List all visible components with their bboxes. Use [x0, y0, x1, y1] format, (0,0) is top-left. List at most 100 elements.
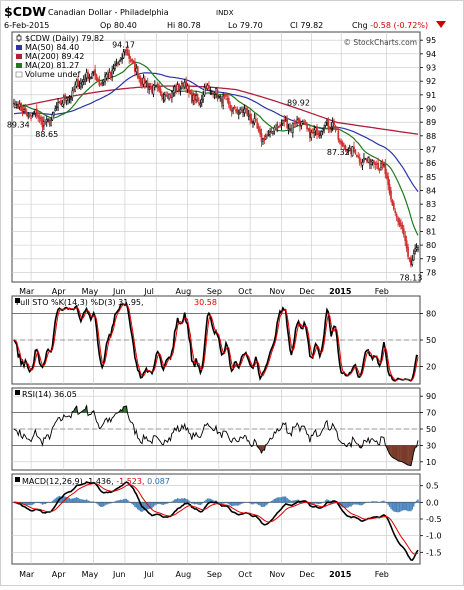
candle-body: [343, 145, 344, 146]
macd-histogram-bar: [178, 499, 179, 503]
candle-body: [66, 98, 67, 100]
candle-body: [156, 86, 157, 87]
macd-histogram-bar: [239, 502, 240, 504]
candle-body: [288, 129, 289, 130]
candle-body: [80, 83, 81, 87]
candle-body: [399, 220, 400, 224]
macd-histogram-bar: [130, 502, 131, 503]
candle-body: [15, 104, 16, 105]
price-y-tick-label: 88: [426, 132, 436, 141]
candle-body: [23, 110, 24, 111]
macd-histogram-bar: [160, 502, 161, 504]
candle-body: [122, 59, 123, 60]
macd-histogram-bar: [264, 502, 265, 506]
macd-histogram-bar: [267, 502, 268, 504]
candle-body: [104, 76, 105, 82]
macd-histogram-bar: [131, 502, 132, 504]
legend-swatch-icon: [15, 390, 20, 395]
candle-body: [25, 109, 26, 112]
candle-body: [43, 122, 44, 126]
macd-histogram-bar: [117, 500, 118, 502]
x-tick-label-bottom: Mar: [19, 570, 35, 579]
candle-body: [164, 95, 165, 100]
macd-histogram-bar: [403, 502, 404, 510]
candle-body: [258, 127, 259, 131]
candle-body: [329, 127, 330, 128]
x-tick-label-bottom: 2015: [329, 570, 352, 579]
macd-histogram-bar: [166, 502, 167, 503]
macd-histogram-bar: [352, 502, 353, 505]
macd-histogram-bar: [119, 500, 120, 502]
macd-histogram-bar: [313, 502, 314, 504]
macd-histogram-bar: [268, 502, 269, 503]
candle-body: [326, 120, 327, 122]
candle-body: [83, 80, 84, 82]
macd-histogram-bar: [193, 502, 194, 503]
macd-histogram-bar: [83, 500, 84, 503]
macd-histogram-bar: [350, 502, 351, 506]
candle-body: [153, 85, 154, 94]
candle-body: [203, 95, 204, 99]
macd-histogram-bar: [228, 502, 229, 504]
candle-body: [338, 131, 339, 139]
candle-body: [215, 89, 216, 94]
macd-histogram-bar: [393, 502, 394, 511]
price-annotation: 89.34: [7, 121, 30, 130]
x-tick-label-bottom: Nov: [269, 570, 285, 579]
macd-histogram-bar: [37, 502, 38, 503]
legend-swatch-icon: [16, 63, 22, 68]
candle-body: [405, 236, 406, 241]
candle-body: [48, 120, 49, 121]
candle-body: [312, 133, 313, 134]
security-name: Canadian Dollar - Philadelphia: [48, 8, 169, 17]
macd-histogram-bar: [114, 501, 115, 502]
candle-body: [218, 96, 219, 97]
macd-histogram-bar: [120, 500, 121, 503]
candle-body: [103, 80, 104, 82]
macd-histogram-bar: [400, 502, 401, 511]
x-tick-label-bottom: Feb: [375, 570, 389, 579]
candle-body: [315, 128, 316, 131]
x-tick-label-bottom: Jun: [112, 570, 126, 579]
macd-histogram-bar: [198, 502, 199, 505]
macd-histogram-bar: [30, 502, 31, 505]
macd-histogram-bar: [181, 498, 182, 502]
macd-histogram-bar: [376, 501, 377, 502]
candle-body: [396, 214, 397, 217]
candle-body: [244, 109, 245, 112]
candle-body: [63, 97, 64, 104]
price-panel: 78798081828384858687888990919293949594.1…: [7, 32, 436, 283]
legend-swatch-icon: [15, 477, 20, 482]
candle-body: [59, 102, 60, 103]
macd-histogram-bar: [104, 502, 105, 505]
macd-histogram-bar: [73, 498, 74, 502]
candle-body: [241, 110, 242, 111]
macd-histogram-bar: [281, 497, 282, 502]
price-y-tick-label: 89: [426, 118, 436, 127]
macd-histogram-bar: [123, 499, 124, 502]
x-tick-label-top: 2015: [329, 287, 352, 296]
price-y-tick-label: 84: [426, 186, 436, 195]
price-y-tick-label: 93: [426, 64, 436, 73]
candle-body: [194, 94, 195, 100]
macd-histogram-bar: [90, 502, 91, 503]
macd-histogram-bar: [271, 501, 272, 502]
macd-histogram-bar: [315, 502, 316, 503]
candle-body: [204, 88, 205, 96]
candle-body: [39, 118, 40, 119]
macd-y-tick-label: -1.5: [426, 548, 442, 557]
x-tick-label-bottom: Oct: [238, 570, 252, 579]
candle-body: [382, 163, 383, 164]
candle-body: [112, 70, 113, 76]
candle-body: [21, 103, 22, 111]
candle-body: [56, 107, 57, 108]
candle-body: [275, 128, 276, 129]
candle-body: [332, 122, 333, 126]
price-y-tick-label: 83: [426, 200, 436, 209]
candle-body: [380, 164, 381, 168]
candle-body: [139, 76, 140, 79]
macd-histogram-bar: [285, 497, 286, 503]
macd-histogram-bar: [390, 502, 391, 508]
macd-histogram-bar: [392, 502, 393, 510]
